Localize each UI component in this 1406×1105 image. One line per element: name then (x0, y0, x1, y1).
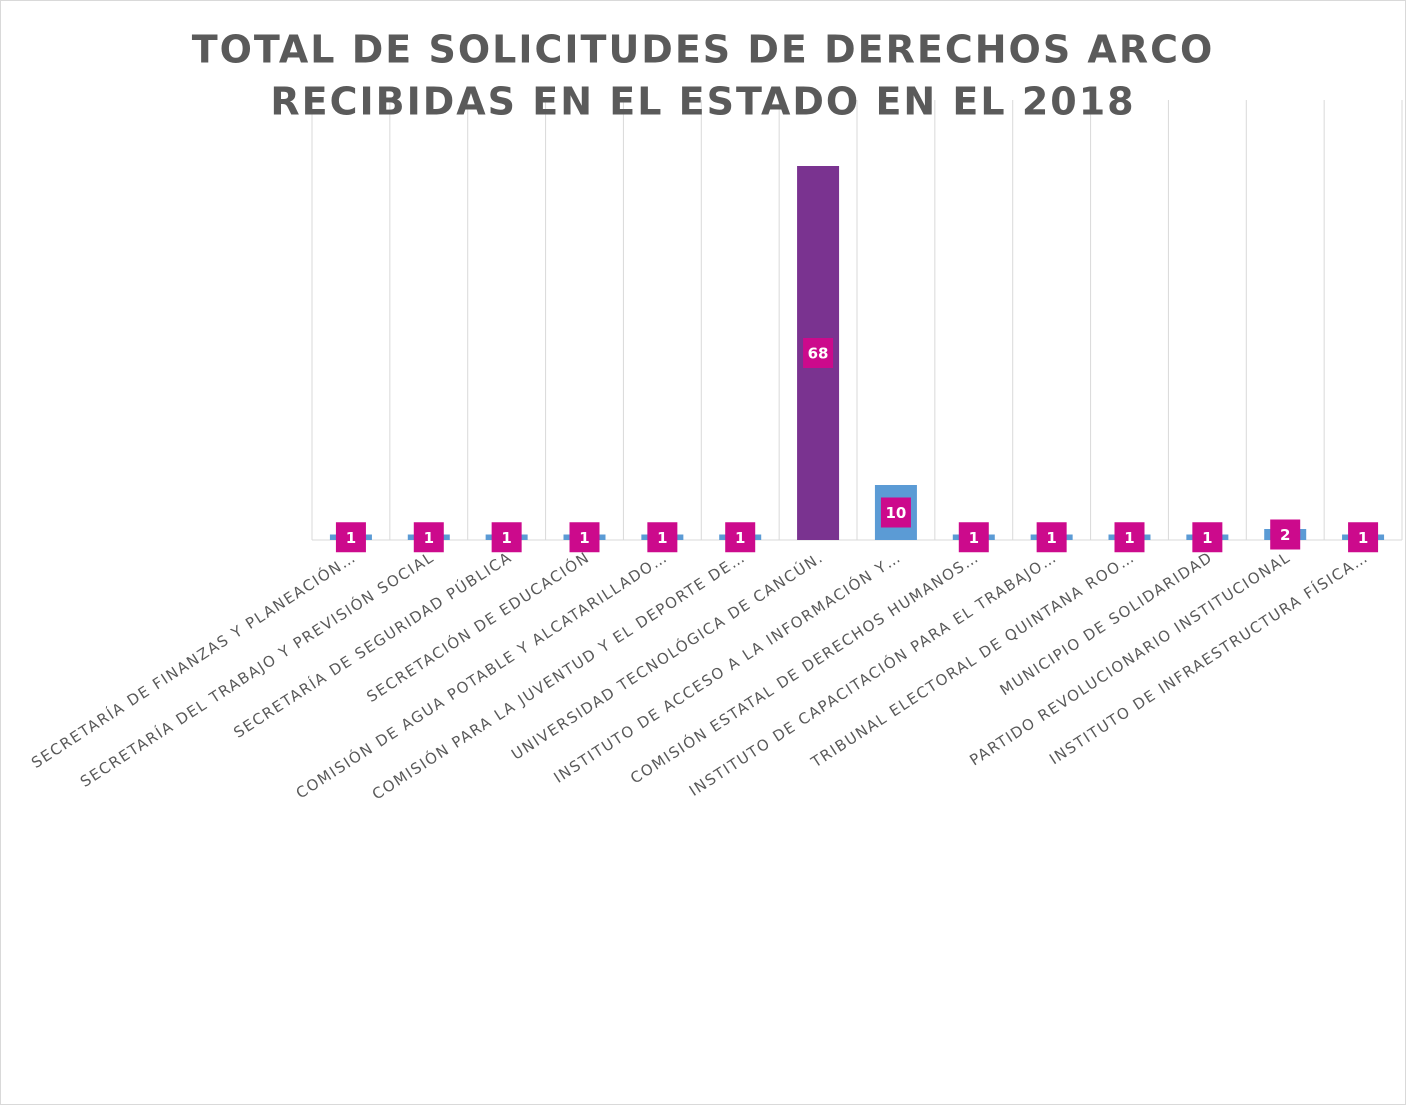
data-label: 1 (579, 529, 589, 547)
data-label-box (413, 522, 444, 553)
data-label-box (1348, 522, 1379, 553)
data-label-box (958, 522, 989, 553)
data-label-box (569, 522, 600, 553)
data-label-box (1192, 522, 1223, 553)
data-label-box (725, 522, 756, 553)
data-label-box (647, 522, 678, 553)
data-label: 1 (501, 529, 511, 547)
data-label: 10 (885, 504, 906, 522)
data-label-box (335, 522, 366, 553)
data-label: 68 (808, 345, 829, 363)
data-label-box (803, 338, 834, 368)
data-label-box (491, 522, 522, 553)
data-label-box (1270, 519, 1301, 550)
chart-title: TOTAL DE SOLICITUDES DE DERECHOS ARCO (192, 28, 1215, 72)
data-label: 2 (1280, 526, 1290, 544)
data-label: 1 (657, 529, 667, 547)
data-label: 1 (1046, 529, 1056, 547)
data-label-box (1036, 522, 1067, 553)
data-label: 1 (424, 529, 434, 547)
data-label: 1 (1202, 529, 1212, 547)
data-label: 1 (1124, 529, 1134, 547)
chart-title: RECIBIDAS EN EL ESTADO EN EL 2018 (270, 80, 1135, 124)
data-label-box (1114, 522, 1145, 553)
data-label-box (880, 497, 911, 528)
data-label: 1 (735, 529, 745, 547)
data-label: 1 (346, 529, 356, 547)
grid (311, 100, 1403, 541)
data-label: 1 (1358, 529, 1368, 547)
data-label: 1 (969, 529, 979, 547)
